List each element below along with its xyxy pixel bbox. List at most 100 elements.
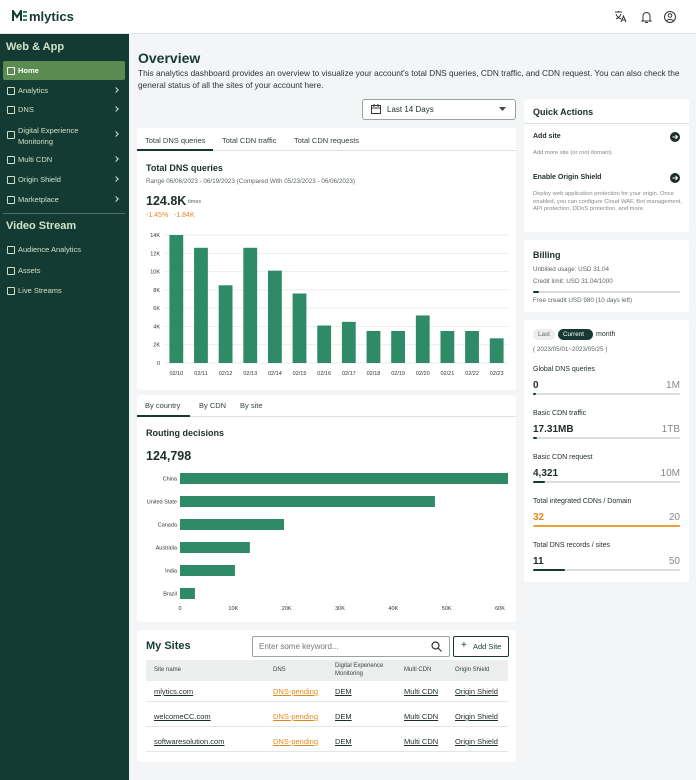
table-cell[interactable]: DEM [335, 712, 352, 721]
y-tick-label: Brazil [163, 592, 177, 598]
total: 124.8K [146, 194, 187, 208]
table-cell[interactable]: Multi CDN [404, 712, 439, 721]
usage-bar [533, 437, 680, 439]
y-tick-label: 10K [150, 270, 160, 276]
nav-item[interactable]: Audience Analytics [18, 245, 81, 254]
table-cell[interactable]: DNS-pending [273, 737, 319, 746]
column-header: Multi CDN [404, 667, 432, 673]
bar [391, 331, 406, 363]
y-tick-label: 4K [153, 324, 160, 330]
x-tick-label: 50K [442, 606, 452, 612]
tab[interactable]: By country [145, 401, 181, 410]
usage-limit: 1M [666, 380, 680, 391]
x-tick-label: 02/13 [243, 371, 257, 377]
y-tick-label: India [165, 569, 178, 575]
table-cell[interactable]: DNS-pending [273, 712, 319, 721]
table-cell[interactable]: Multi CDN [404, 687, 439, 696]
usage-bar [533, 481, 680, 483]
tab[interactable]: Total DNS queries [145, 136, 206, 145]
logo-mark [12, 10, 27, 21]
unbilled: Unbilled usage: USD 31.04 [533, 266, 609, 273]
add-site-button[interactable]: + Add Site [453, 636, 509, 657]
table-cell[interactable]: Origin Shield [455, 687, 498, 696]
nav-item[interactable]: Analytics [18, 86, 49, 95]
card-title: Total DNS queries [146, 163, 223, 173]
tab[interactable]: Total CDN traffic [222, 136, 277, 145]
table-cell[interactable]: DNS-pending [273, 687, 319, 696]
tab[interactable]: Total CDN requests [294, 136, 360, 145]
action-title[interactable]: Add site [533, 133, 561, 140]
table-cell[interactable]: Origin Shield [455, 737, 498, 746]
bar [366, 331, 381, 363]
dropdown-caret [499, 107, 506, 111]
action-title[interactable]: Enable Origin Shield [533, 174, 602, 181]
table-cell[interactable]: Multi CDN [404, 737, 439, 746]
nav-item[interactable]: Home [18, 66, 39, 75]
usage-bar [533, 569, 680, 571]
y-tick-label: 8K [153, 288, 160, 294]
usage-limit: 20 [668, 512, 680, 523]
date-range: Last 14 Days [387, 105, 434, 114]
bar [218, 285, 233, 363]
period-label: Current [563, 331, 584, 338]
credit-limit: Credit limit: USD 31.04/1000 [533, 278, 613, 285]
bar [180, 473, 508, 484]
arrow-icon[interactable] [670, 132, 680, 142]
calendar-icon [371, 104, 381, 114]
dns-chart: 0 2K 4K 6K 8K 10K 12K 14K 02/10 02/11 02/12 02/13 02… [150, 233, 509, 377]
date-picker[interactable]: Last 14 Days [362, 99, 516, 120]
nav-item[interactable]: Marketplace [18, 195, 59, 204]
usage-label: Basic CDN request [533, 454, 593, 461]
x-tick-label: 02/21 [441, 371, 455, 377]
nav-item[interactable]: DNS [18, 105, 34, 114]
nav-item[interactable]: Origin Shield [18, 175, 61, 184]
active-tab-underline [137, 415, 190, 417]
column-header: Origin Shield [455, 667, 490, 673]
period-button[interactable]: Last [533, 329, 555, 340]
top-bar: mlytics [0, 0, 696, 34]
nav-item[interactable]: Live Streams [18, 286, 62, 295]
nav-item[interactable]: Multi CDN [18, 155, 53, 164]
period-button[interactable]: Current [558, 329, 593, 340]
row-divider [146, 726, 508, 727]
header-icons[interactable] [614, 10, 684, 24]
routing-card: By country By CDN By site Routing decisi… [137, 395, 516, 622]
page-description: This analytics dashboard provides an ove… [138, 68, 680, 90]
table-cell[interactable]: Origin Shield [455, 712, 498, 721]
bar [465, 331, 479, 363]
nav-item[interactable]: Assets [18, 266, 41, 275]
x-tick-label: 02/11 [194, 371, 207, 377]
table-cell[interactable]: welcomeCC.com [154, 712, 211, 721]
x-tick-label: 60K [495, 606, 505, 612]
usage-bar-fill [533, 393, 536, 395]
table-cell[interactable]: softwaresolution.com [154, 737, 225, 746]
bar [180, 565, 235, 576]
bar [267, 270, 282, 363]
usage-limit: 10M [660, 468, 680, 479]
row-divider [146, 701, 508, 702]
table-cell[interactable]: mlytics.com [154, 687, 194, 696]
table-cell[interactable]: DEM [335, 687, 352, 696]
bar [180, 519, 284, 530]
x-tick-label: 02/23 [490, 371, 504, 377]
active-item[interactable] [3, 61, 125, 80]
usage-label: Basic CDN traffic [533, 410, 587, 417]
usage-bar-fill [533, 525, 680, 527]
change-value: -1.84K [174, 212, 195, 219]
x-tick-label: 02/20 [416, 371, 430, 377]
x-tick-label: 02/12 [219, 371, 233, 377]
nav-item[interactable]: Digital Experience Monitoring [18, 126, 79, 146]
table-cell[interactable]: DEM [335, 737, 352, 746]
active-tab-underline [137, 149, 213, 151]
tab[interactable]: By CDN [199, 401, 227, 410]
total: 124,798 [146, 449, 192, 463]
search-box[interactable]: Enter some keyword... [252, 636, 450, 657]
quick-actions-card: Quick Actions Add site Add more site (or… [524, 99, 689, 232]
section-title: Web & App [6, 41, 65, 53]
tab[interactable]: By site [240, 401, 263, 410]
x-tick-label: 40K [388, 606, 398, 612]
x-tick-label: 10K [228, 606, 238, 612]
y-tick-label: 14K [150, 233, 160, 239]
arrow-icon[interactable] [670, 173, 680, 183]
